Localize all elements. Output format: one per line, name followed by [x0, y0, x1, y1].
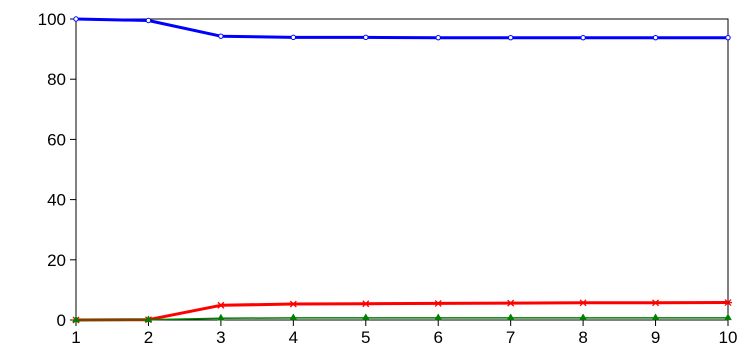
axes — [70, 18, 729, 326]
data-point — [507, 34, 514, 41]
x-tick-label: 3 — [216, 328, 225, 347]
data-point — [434, 299, 443, 307]
data-point — [580, 34, 586, 41]
series-line — [75, 301, 729, 322]
x-tick-label: 10 — [719, 328, 738, 347]
data-point — [216, 301, 225, 309]
y-tick-label: 0 — [57, 311, 66, 330]
x-tick-label: 5 — [361, 328, 370, 347]
x-tick-label: 9 — [651, 328, 660, 347]
data-point — [363, 34, 369, 41]
x-tick-label: 1 — [71, 328, 80, 347]
y-tick-label: 60 — [47, 130, 66, 149]
data-point — [73, 16, 79, 22]
data-point — [579, 299, 588, 307]
x-tick-label: 8 — [578, 328, 587, 347]
data-point — [144, 315, 153, 323]
data-point — [651, 313, 660, 321]
data-point — [218, 33, 224, 39]
data-point — [724, 313, 732, 321]
data-point — [361, 313, 370, 321]
y-tick-label: 20 — [47, 251, 66, 270]
series-2 — [72, 299, 732, 324]
y-tick-label: 80 — [47, 70, 66, 89]
x-tick-label: 6 — [433, 328, 442, 347]
data-point — [435, 34, 441, 41]
series-line — [75, 17, 728, 40]
data-point — [506, 313, 515, 321]
data-point — [724, 299, 732, 307]
data-point — [652, 34, 659, 41]
data-point — [434, 313, 443, 321]
data-point — [289, 313, 298, 321]
data-point — [290, 34, 297, 41]
x-tick-label: 2 — [144, 328, 153, 347]
x-tick-label: 4 — [289, 328, 298, 347]
data-point — [145, 17, 152, 24]
data-point — [216, 313, 225, 321]
series-1 — [73, 16, 731, 41]
data-point — [289, 300, 298, 308]
data-point — [506, 299, 515, 307]
x-tick-label: 7 — [506, 328, 515, 347]
series-3 — [72, 313, 732, 323]
data-point — [361, 300, 370, 308]
data-point — [725, 34, 731, 41]
data-point — [651, 299, 660, 307]
data-point — [579, 313, 588, 321]
y-tick-label: 40 — [47, 191, 66, 210]
plot-frame — [75, 18, 729, 321]
series-line — [75, 317, 728, 321]
data-point — [72, 315, 80, 323]
series-group — [72, 16, 732, 324]
y-tick-label: 100 — [38, 10, 66, 29]
